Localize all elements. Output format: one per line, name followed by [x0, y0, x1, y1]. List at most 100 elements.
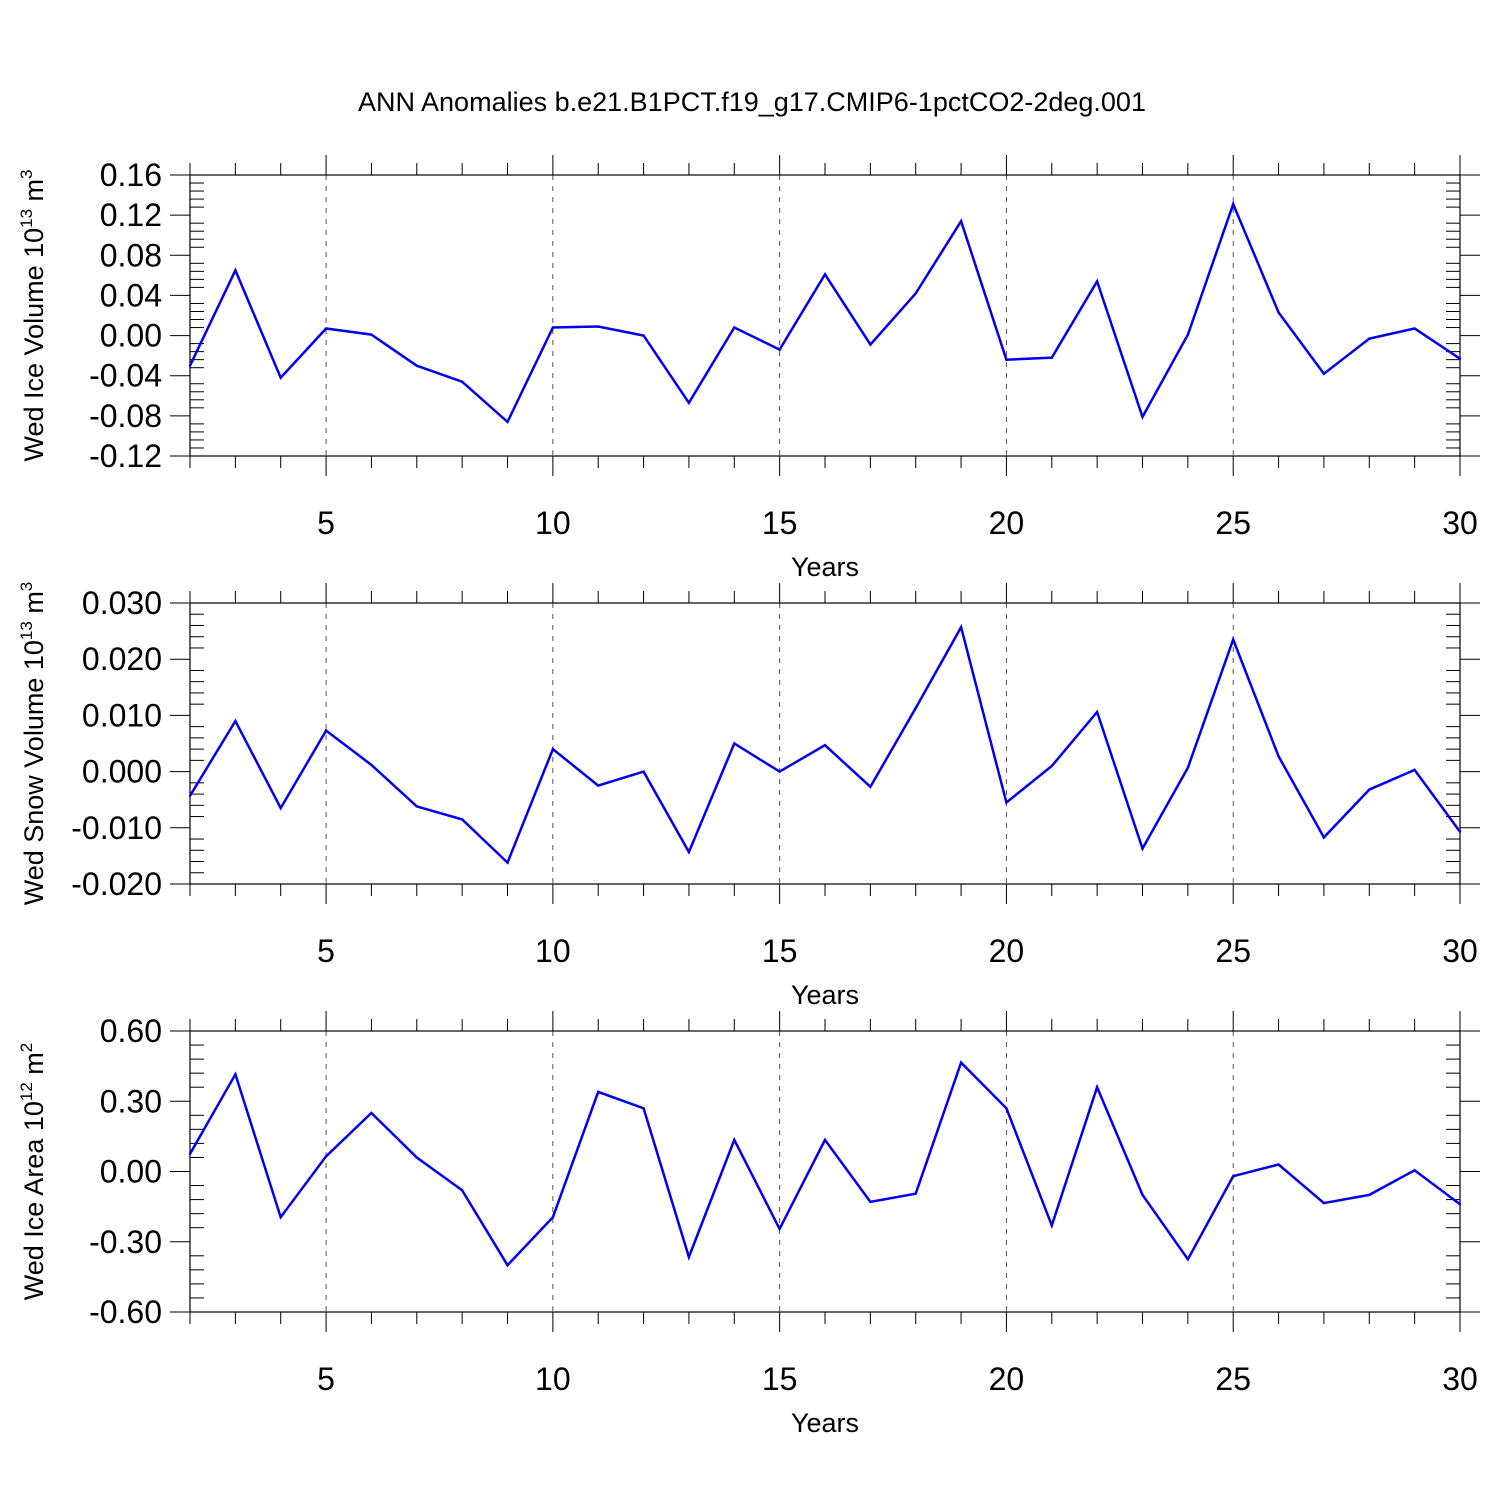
data-point: [642, 1107, 645, 1110]
panel-1: -0.12 -0.08 -0.04 0.00 0.04 0.08 0.12 0.16 5 10 15…: [17, 155, 1480, 582]
data-point: [914, 292, 917, 295]
x-tick-label: 20: [989, 933, 1025, 969]
data-point: [460, 818, 464, 821]
data-point: [279, 1215, 282, 1219]
data-point: [1413, 327, 1416, 330]
data-point: [1050, 1224, 1053, 1227]
x-tick-label: 20: [989, 505, 1025, 541]
data-point: [642, 770, 645, 773]
data-point: [279, 806, 282, 810]
data-point: [370, 763, 373, 767]
data-point: [778, 770, 781, 773]
data-point: [823, 273, 827, 276]
x-tick-label: 30: [1442, 1361, 1478, 1397]
panel-2: -0.020 -0.010 0.000 0.010 0.020 0.030 5 10 15 20 2…: [17, 582, 1480, 1010]
data-point: [1141, 1193, 1144, 1197]
y-axis-label: Wed Ice Area 1012 m2: [17, 1043, 49, 1301]
data-point: [1458, 357, 1462, 360]
data-point: [188, 1152, 192, 1156]
data-point: [1277, 755, 1280, 758]
data-point: [1322, 1201, 1326, 1205]
data-point: [506, 861, 509, 864]
y-tick-label: 0.60: [100, 1013, 162, 1049]
y-tick-label: 0.12: [100, 197, 162, 233]
x-tick-label: 5: [317, 933, 335, 969]
data-point: [687, 401, 691, 405]
data-point: [597, 784, 600, 787]
data-point: [778, 1227, 781, 1231]
x-tick-label: 15: [762, 1361, 798, 1397]
series-line: [188, 1060, 1461, 1268]
data-point: [959, 219, 963, 223]
data-point: [869, 343, 872, 346]
data-point: [733, 1138, 736, 1142]
x-tick-label: 10: [535, 1361, 571, 1397]
data-point: [506, 1263, 509, 1267]
data-point: [869, 785, 872, 788]
y-tick-label: -0.04: [89, 358, 162, 394]
chart-title: ANN Anomalies b.e21.B1PCT.f19_g17.CMIP6-…: [358, 87, 1146, 117]
data-point: [1050, 764, 1053, 768]
y-axis-label: Wed Ice Volume 1013 m3: [17, 169, 49, 461]
data-point: [687, 1255, 691, 1259]
x-tick-label: 15: [762, 933, 798, 969]
data-point: [324, 327, 328, 330]
data-point: [1186, 766, 1190, 769]
data-point: [687, 850, 691, 854]
data-point: [415, 364, 418, 367]
x-tick-label: 25: [1215, 505, 1251, 541]
data-point: [1005, 801, 1008, 804]
y-tick-label: 0.30: [100, 1083, 162, 1119]
data-point: [1232, 638, 1235, 641]
data-point: [234, 269, 237, 272]
data-point: [1095, 710, 1099, 714]
data-point: [1368, 788, 1371, 791]
data-point: [597, 1090, 600, 1094]
y-tick-label: 0.010: [82, 697, 162, 733]
data-point: [1232, 202, 1235, 206]
data-point: [460, 1189, 464, 1192]
x-tick-label: 30: [1442, 505, 1478, 541]
y-tick-label: -0.08: [89, 398, 162, 434]
y-tick-label: 0.030: [82, 585, 162, 621]
data-point: [1322, 372, 1326, 375]
data-point: [1141, 847, 1144, 850]
x-tick-label: 15: [762, 505, 798, 541]
data-point: [1095, 280, 1099, 283]
data-point: [1095, 1086, 1099, 1089]
data-point: [823, 743, 827, 747]
data-point: [914, 1192, 917, 1195]
panel-3: -0.60 -0.30 0.00 0.30 0.60 5 10 15 20 25 30 Years We…: [17, 1011, 1480, 1438]
y-tick-label: 0.020: [82, 641, 162, 677]
data-point: [959, 1061, 963, 1064]
x-tick-label: 30: [1442, 933, 1478, 969]
data-point: [324, 1155, 328, 1158]
y-tick-label: -0.010: [71, 810, 162, 846]
data-point: [370, 1111, 373, 1115]
data-point: [733, 326, 736, 329]
series-line: [188, 200, 1461, 424]
data-point: [1368, 1193, 1371, 1197]
data-point: [1186, 333, 1190, 336]
data-point: [551, 1215, 555, 1219]
y-tick-label: -0.12: [89, 438, 162, 474]
y-tick-label: -0.020: [71, 866, 162, 902]
data-point: [506, 420, 509, 424]
data-point: [415, 805, 418, 808]
data-point: [1277, 311, 1280, 314]
data-point: [823, 1138, 827, 1142]
x-axis-label: Years: [791, 552, 859, 582]
data-point: [234, 1073, 237, 1076]
data-point: [1413, 1169, 1416, 1172]
data-point: [324, 729, 328, 732]
data-point: [914, 706, 917, 710]
x-tick-label: 10: [535, 933, 571, 969]
plot-frame: [189, 1030, 1461, 1313]
y-tick-label: 0.00: [100, 318, 162, 354]
y-tick-label: 0.04: [100, 277, 162, 313]
data-point: [869, 1200, 872, 1204]
y-tick-label: 0.16: [100, 157, 162, 193]
data-point: [551, 326, 555, 329]
data-point: [733, 742, 736, 745]
